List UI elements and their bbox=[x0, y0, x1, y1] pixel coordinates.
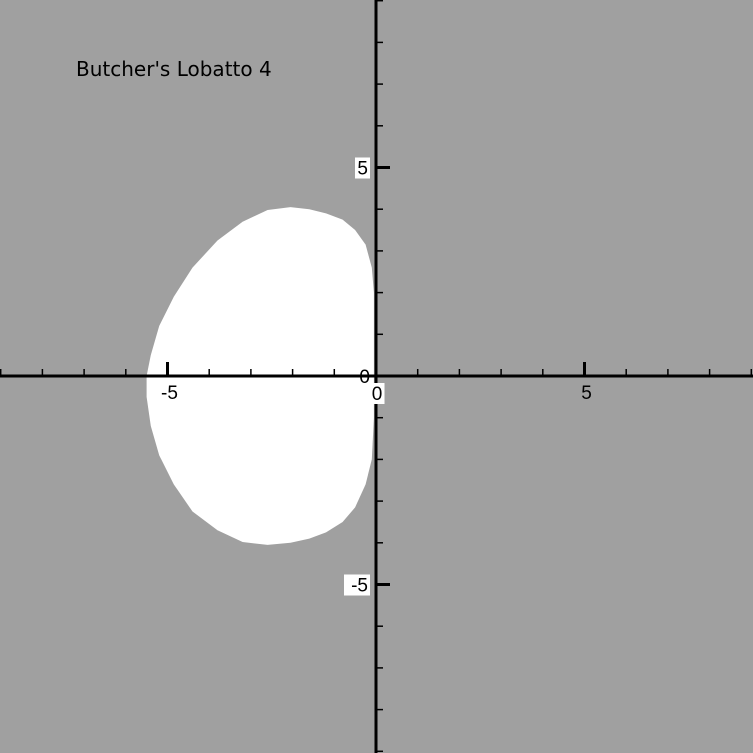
y-tick-label: 5 bbox=[355, 157, 370, 180]
y-tick-label: -5 bbox=[344, 574, 370, 597]
x-tick-label-text: 0 bbox=[372, 384, 383, 405]
y-tick-label-text: 5 bbox=[357, 159, 368, 180]
y-tick-label-box bbox=[355, 157, 370, 179]
tick-labels: -5 0 5 -5 0 5 bbox=[161, 157, 592, 597]
x-tick-label-text: 5 bbox=[581, 383, 592, 404]
x-tick-label-box bbox=[369, 383, 385, 404]
x-tick-label: 5 bbox=[581, 383, 592, 404]
chart-title: Butcher's Lobatto 4 bbox=[76, 57, 272, 81]
x-tick-label: -5 bbox=[161, 383, 178, 404]
x-tick-label: 0 bbox=[369, 383, 385, 405]
y-tick-label-text: 0 bbox=[359, 367, 370, 388]
y-tick-label-text: -5 bbox=[351, 576, 368, 597]
y-tick-label-box bbox=[344, 574, 370, 596]
x-tick-label-text: -5 bbox=[161, 383, 178, 404]
y-tick-label: 0 bbox=[359, 367, 370, 388]
